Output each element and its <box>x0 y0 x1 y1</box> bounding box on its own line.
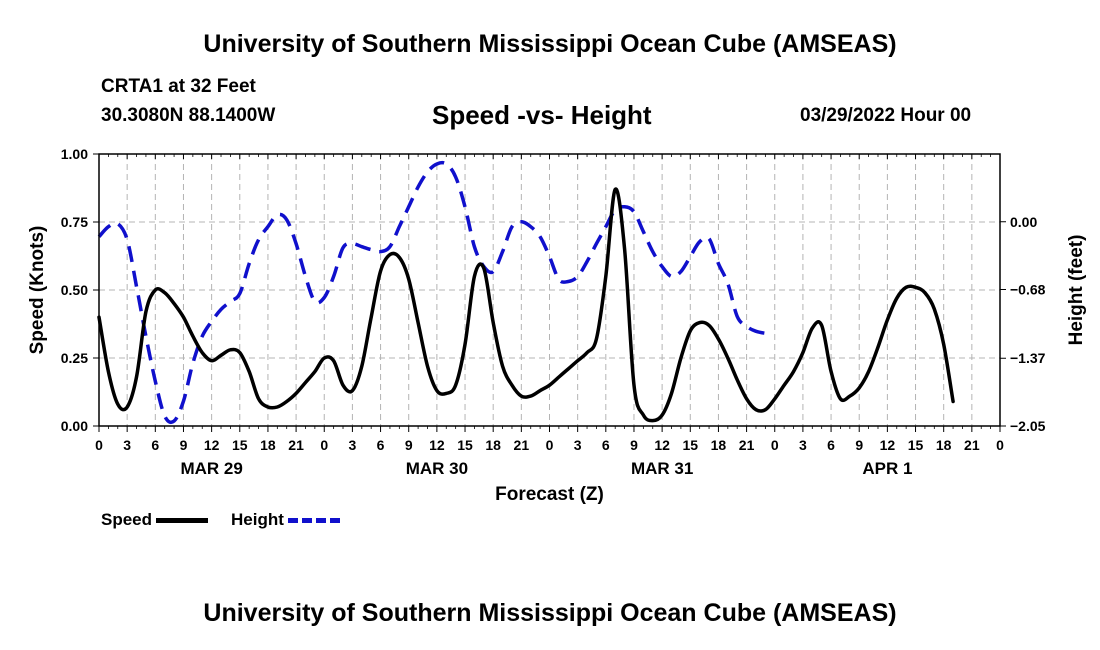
x-tick-label: 12 <box>880 437 896 453</box>
y-tick-label: 0.75 <box>61 214 88 230</box>
chart-title: Speed -vs- Height <box>432 100 652 130</box>
x-tick-label: 9 <box>180 437 188 453</box>
forecast-date: 03/29/2022 Hour 00 <box>800 105 972 126</box>
x-tick-label: 18 <box>260 437 276 453</box>
x-tick-label: 6 <box>151 437 159 453</box>
legend-height: Height <box>231 510 340 530</box>
y-tick-label: 0.50 <box>61 282 88 298</box>
chart-axes: 0 3 6 9 12 15 18 21 0 3 6 9 12 15 18 21 0 3 6 9 12 15 18 21 0 3 6 9… <box>27 146 1087 505</box>
x-tick-label: 3 <box>349 437 357 453</box>
y2-tick-label: −2.05 <box>1010 418 1046 434</box>
x-tick-label: 12 <box>654 437 670 453</box>
y2-tick-label: 0.00 <box>1010 214 1037 230</box>
y-tick-label: 1.00 <box>61 146 88 162</box>
x-tick-label: 21 <box>514 437 530 453</box>
footer-title: University of Southern Mississippi Ocean… <box>203 599 897 627</box>
y-tick-label: 0.25 <box>61 350 88 366</box>
legend-speed: Speed <box>101 510 209 530</box>
x-tick-label: 21 <box>739 437 755 453</box>
x-tick-label: 18 <box>485 437 501 453</box>
series-line-height <box>97 160 766 425</box>
x-tick-label: 15 <box>682 437 698 453</box>
legend-height-swatch <box>287 518 340 524</box>
x-tick-label: 9 <box>405 437 413 453</box>
legend-speed-swatch <box>156 518 209 524</box>
x-tick-label: 0 <box>320 437 328 453</box>
x-date-label: MAR 31 <box>631 459 693 478</box>
y2-tick-label: −1.37 <box>1010 350 1046 366</box>
chart-series <box>97 160 955 425</box>
x-tick-label: 6 <box>602 437 610 453</box>
x-tick-label: 0 <box>996 437 1004 453</box>
x-tick-label: 3 <box>799 437 807 453</box>
x-tick-label: 12 <box>429 437 445 453</box>
x-tick-label: 12 <box>204 437 220 453</box>
x-tick-label: 15 <box>908 437 924 453</box>
x-tick-label: 9 <box>630 437 638 453</box>
x-tick-label: 18 <box>711 437 727 453</box>
x-tick-label: 21 <box>288 437 304 453</box>
x-date-label: APR 1 <box>862 459 912 478</box>
y2-axis-title: Height (feet) <box>1066 235 1087 346</box>
x-tick-label: 0 <box>771 437 779 453</box>
series-line-speed <box>97 187 955 423</box>
x-tick-label: 15 <box>232 437 248 453</box>
x-tick-label: 6 <box>377 437 385 453</box>
y-tick-label: 0.00 <box>61 418 88 434</box>
x-tick-label: 15 <box>457 437 473 453</box>
x-date-label: MAR 29 <box>180 459 242 478</box>
x-date-label: MAR 30 <box>406 459 468 478</box>
y-axis-title: Speed (Knots) <box>27 226 48 355</box>
x-tick-label: 3 <box>123 437 131 453</box>
station-coordinates: 30.3080N 88.1400W <box>101 105 276 126</box>
legend-speed-label: Speed <box>101 510 153 529</box>
legend-height-label: Height <box>231 510 284 529</box>
x-tick-label: 3 <box>574 437 582 453</box>
x-axis-title: Forecast (Z) <box>495 484 604 505</box>
x-tick-label: 21 <box>964 437 980 453</box>
page-title: University of Southern Mississippi Ocean… <box>203 30 897 58</box>
x-tick-label: 0 <box>95 437 103 453</box>
x-tick-label: 9 <box>855 437 863 453</box>
x-tick-label: 0 <box>546 437 554 453</box>
station-name: CRTA1 at 32 Feet <box>101 76 256 97</box>
x-tick-label: 18 <box>936 437 952 453</box>
x-tick-label: 6 <box>827 437 835 453</box>
y2-tick-label: −0.68 <box>1010 282 1046 298</box>
